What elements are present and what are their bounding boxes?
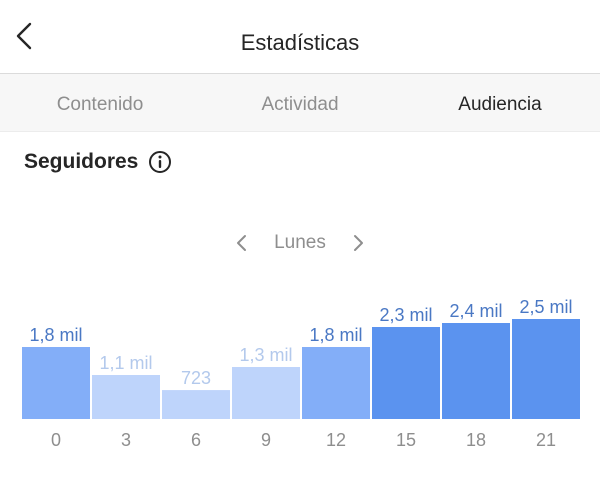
day-navigator: Lunes [0,232,600,254]
bar-value-label: 1,8 mil [29,325,82,345]
bar-12[interactable] [302,347,370,419]
bar-0[interactable] [22,347,90,419]
x-tick-label: 18 [466,430,486,450]
followers-bar-chart: 1,8 mil 0 1,1 mil 3 723 6 1,3 mil 9 1,8 mil 12 2,3… [22,297,580,450]
x-tick-label: 3 [121,430,131,450]
bar-value-label: 2,3 mil [379,305,432,325]
back-button[interactable] [14,22,54,62]
bar-9[interactable] [232,367,300,419]
bar-18[interactable] [442,323,510,419]
tab-contenido[interactable]: Contenido [56,94,144,115]
bar-15[interactable] [372,327,440,419]
info-icon[interactable] [148,150,172,174]
bar-3[interactable] [92,375,160,419]
bar-6[interactable] [162,390,230,419]
page-title: Estadísticas [240,30,360,55]
bar-value-label: 1,8 mil [309,325,362,345]
section-header: Seguidores [24,150,172,174]
section-title: Seguidores [24,150,139,173]
x-tick-label: 21 [536,430,556,450]
tab-actividad[interactable]: Actividad [261,94,339,115]
bar-value-label: 2,5 mil [519,297,572,317]
day-label: Lunes [274,232,326,253]
x-tick-label: 12 [326,430,346,450]
tab-audiencia[interactable]: Audiencia [458,94,542,115]
bar-21[interactable] [512,319,580,419]
bar-value-label: 723 [181,368,211,388]
x-tick-label: 9 [261,430,271,450]
tab-bar: Contenido Actividad Audiencia [0,74,600,132]
top-bar: Estadísticas [0,0,600,74]
chevron-left-icon[interactable] [232,233,252,253]
bar-value-label: 1,1 mil [99,353,152,373]
bar-value-label: 1,3 mil [239,345,292,365]
chevron-left-icon [16,22,32,50]
x-tick-label: 0 [51,430,61,450]
x-tick-label: 15 [396,430,416,450]
x-tick-label: 6 [191,430,201,450]
bar-value-label: 2,4 mil [449,301,502,321]
chevron-right-icon[interactable] [348,233,368,253]
